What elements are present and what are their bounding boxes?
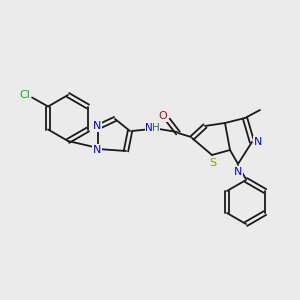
Text: S: S (209, 158, 217, 168)
Text: N: N (93, 121, 101, 131)
Text: N: N (234, 167, 242, 177)
Text: Cl: Cl (20, 91, 31, 100)
Text: N: N (145, 123, 153, 133)
Text: H: H (152, 123, 160, 133)
Text: N: N (254, 137, 262, 147)
Text: N: N (93, 145, 101, 155)
Text: O: O (159, 111, 167, 121)
